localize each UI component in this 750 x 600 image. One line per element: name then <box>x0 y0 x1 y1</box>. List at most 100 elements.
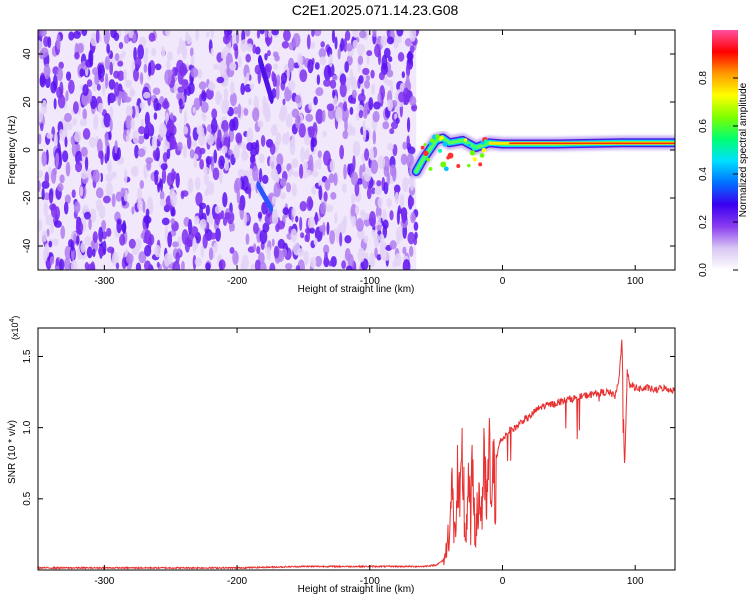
noise-blob <box>376 224 382 232</box>
noise-blob <box>192 140 198 148</box>
noise-blob <box>361 163 366 173</box>
noise-blob <box>335 106 343 123</box>
noise-blob <box>117 60 124 67</box>
carrier-speckle <box>467 163 471 168</box>
noise-blob <box>328 173 335 184</box>
noise-blob <box>329 79 337 89</box>
spectrogram-x-tick-label: -100 <box>360 276 380 287</box>
noise-blob <box>324 178 331 191</box>
noise-blob <box>164 225 169 242</box>
noise-blob <box>303 161 309 171</box>
noise-blob <box>286 67 290 81</box>
noise-blob <box>377 196 383 209</box>
noise-blob <box>331 30 336 44</box>
noise-blob <box>199 205 204 221</box>
snr-scale-exp: 4 <box>9 318 16 322</box>
noise-blob <box>166 119 175 133</box>
noise-blob <box>194 215 200 225</box>
colorbar-ticks: 0.0 0.2 0.4 0.6 0.8 <box>698 71 738 277</box>
noise-blob <box>169 135 175 147</box>
noise-blob <box>390 121 399 130</box>
spectrogram-y-tick-label: 20 <box>22 96 33 108</box>
noise-blob <box>129 86 135 98</box>
noise-blob <box>105 174 114 183</box>
noise-blob <box>105 181 113 198</box>
noise-blob <box>409 95 417 107</box>
noise-blob <box>320 41 325 48</box>
carrier-speckle <box>472 146 476 151</box>
noise-blob <box>195 30 200 41</box>
noise-blob <box>108 130 112 141</box>
noise-blob <box>106 43 110 54</box>
noise-blob <box>232 250 239 266</box>
noise-blob <box>326 221 330 235</box>
noise-blob <box>403 87 410 99</box>
noise-blob <box>366 187 372 200</box>
noise-blob <box>411 214 417 222</box>
noise-blob <box>394 192 400 205</box>
noise-blob <box>181 45 188 60</box>
noise-blob <box>213 63 220 71</box>
noise-blob <box>38 110 43 123</box>
noise-blob <box>306 196 313 212</box>
noise-blob <box>397 52 405 62</box>
noise-blob <box>272 73 277 88</box>
noise-blob <box>308 154 314 169</box>
noise-blob <box>254 46 261 55</box>
noise-blob <box>394 113 398 120</box>
noise-blob <box>44 171 49 186</box>
noise-blob <box>379 233 385 243</box>
noise-blob <box>134 144 139 159</box>
spectrogram-x-tick-label: -200 <box>227 276 247 287</box>
noise-blob <box>131 165 139 177</box>
noise-blob <box>313 237 318 246</box>
noise-blob <box>182 125 189 135</box>
noise-blob <box>38 170 44 179</box>
noise-blob <box>258 153 265 164</box>
noise-blob <box>377 215 381 224</box>
noise-blob <box>159 198 167 207</box>
noise-blob <box>85 58 94 68</box>
noise-blob <box>395 117 400 124</box>
noise-blob <box>333 172 338 186</box>
noise-blob <box>115 191 123 202</box>
noise-blob <box>97 65 102 81</box>
noise-blob <box>294 94 302 104</box>
noise-blob <box>360 212 367 221</box>
noise-blob <box>276 153 284 167</box>
noise-blob <box>118 41 124 50</box>
noise-blob <box>221 71 229 88</box>
noise-blob <box>317 150 322 158</box>
noise-blob <box>43 246 48 263</box>
noise-blob <box>146 160 152 171</box>
noise-blob <box>401 71 406 79</box>
carrier-speckle <box>438 137 443 141</box>
noise-blob <box>240 39 249 53</box>
noise-blob <box>137 200 144 212</box>
noise-blob <box>199 158 205 170</box>
noise-blob <box>345 43 353 52</box>
noise-blob <box>171 207 176 217</box>
noise-blob <box>218 60 227 76</box>
noise-blob <box>163 253 171 267</box>
noise-blob <box>268 31 272 38</box>
noise-blob <box>334 211 338 225</box>
noise-blob <box>175 172 180 189</box>
noise-blob <box>180 260 185 270</box>
noise-blob <box>139 179 145 189</box>
noise-blob <box>189 149 195 159</box>
noise-blob <box>96 83 101 91</box>
noise-blob <box>190 55 195 66</box>
noise-blob <box>328 54 333 68</box>
noise-blob <box>45 214 54 226</box>
noise-blob <box>218 259 226 270</box>
noise-blob <box>144 111 150 128</box>
noise-blob <box>49 203 56 211</box>
noise-blob <box>389 164 397 177</box>
noise-blob <box>368 261 375 268</box>
noise-blob <box>102 195 111 204</box>
noise-blob <box>140 118 144 129</box>
snr-scale-base: (x10 <box>10 322 20 340</box>
noise-blob <box>178 98 183 108</box>
noise-blob <box>86 79 93 87</box>
